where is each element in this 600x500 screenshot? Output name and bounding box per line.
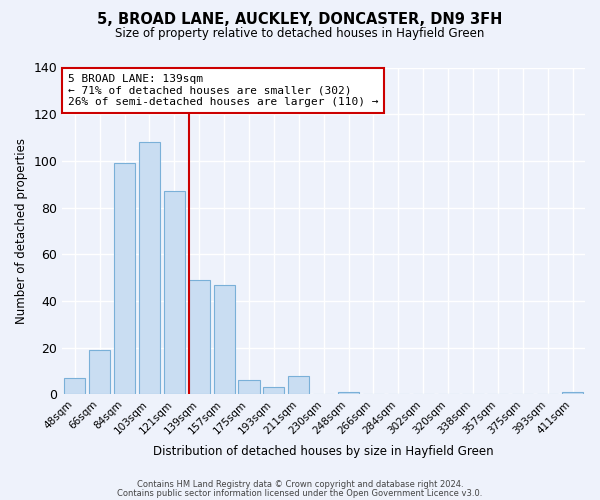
Text: Contains HM Land Registry data © Crown copyright and database right 2024.: Contains HM Land Registry data © Crown c… — [137, 480, 463, 489]
Bar — [338, 392, 359, 394]
Y-axis label: Number of detached properties: Number of detached properties — [15, 138, 28, 324]
Bar — [89, 350, 110, 395]
Bar — [64, 378, 85, 394]
Bar — [263, 388, 284, 394]
Bar — [214, 284, 235, 395]
Text: 5 BROAD LANE: 139sqm
← 71% of detached houses are smaller (302)
26% of semi-deta: 5 BROAD LANE: 139sqm ← 71% of detached h… — [68, 74, 378, 107]
Bar — [188, 280, 210, 394]
Bar — [238, 380, 260, 394]
Bar — [562, 392, 583, 394]
Bar — [164, 192, 185, 394]
Text: Contains public sector information licensed under the Open Government Licence v3: Contains public sector information licen… — [118, 488, 482, 498]
Bar — [288, 376, 310, 394]
Text: 5, BROAD LANE, AUCKLEY, DONCASTER, DN9 3FH: 5, BROAD LANE, AUCKLEY, DONCASTER, DN9 3… — [97, 12, 503, 28]
Bar — [139, 142, 160, 395]
X-axis label: Distribution of detached houses by size in Hayfield Green: Distribution of detached houses by size … — [154, 444, 494, 458]
Bar — [114, 163, 135, 394]
Text: Size of property relative to detached houses in Hayfield Green: Size of property relative to detached ho… — [115, 28, 485, 40]
